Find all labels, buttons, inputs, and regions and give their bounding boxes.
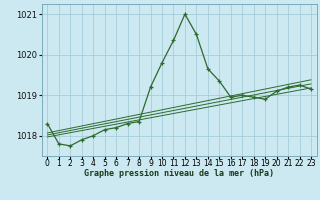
X-axis label: Graphe pression niveau de la mer (hPa): Graphe pression niveau de la mer (hPa) (84, 169, 274, 178)
